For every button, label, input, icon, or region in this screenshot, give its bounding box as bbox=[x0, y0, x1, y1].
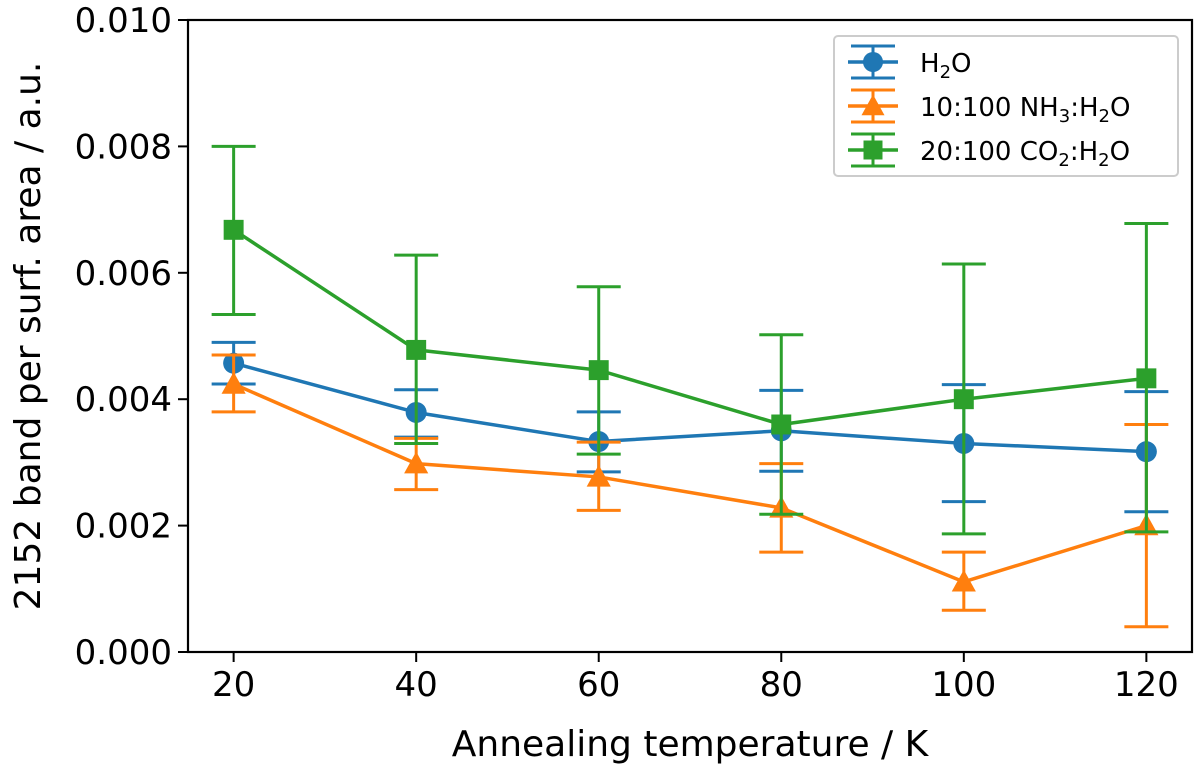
legend-label: 20:100 CO2:H2O bbox=[920, 137, 1130, 171]
x-tick-label: 80 bbox=[760, 665, 803, 705]
data-point bbox=[586, 464, 611, 487]
series-line bbox=[232, 382, 1147, 584]
legend-label-part: O bbox=[951, 49, 971, 79]
x-tick-label: 40 bbox=[395, 665, 438, 705]
legend-label-part: :H bbox=[1070, 93, 1098, 123]
legend-entry-1: 10:100 NH3:H2O bbox=[848, 88, 1130, 127]
y-axis-label: 2152 band per surf. area / a.u. bbox=[8, 62, 49, 611]
legend-entry-0: H2O bbox=[848, 44, 971, 83]
legend-label: H2O bbox=[920, 49, 971, 83]
y-tick-label: 0.008 bbox=[75, 127, 172, 167]
legend-marker bbox=[861, 94, 885, 116]
data-point bbox=[771, 414, 792, 435]
y-tick-label: 0.006 bbox=[75, 254, 172, 294]
data-point bbox=[223, 219, 244, 240]
y-tick-label: 0.000 bbox=[75, 633, 172, 673]
data-point bbox=[221, 371, 246, 394]
plot-frame bbox=[186, 18, 1194, 654]
legend-label-part: O bbox=[1110, 93, 1130, 123]
legend-label: 10:100 NH3:H2O bbox=[920, 93, 1130, 127]
legend-label-part: 10:100 NH bbox=[920, 93, 1059, 123]
legend-marker bbox=[863, 140, 883, 160]
data-point bbox=[1136, 368, 1157, 389]
axis-layer: 20 40 60 80 100 120 0.000 0.002 0.004 0.006 0.008 0… bbox=[75, 1, 1179, 705]
x-tick-label: 100 bbox=[931, 665, 996, 705]
legend-label-part: 2 bbox=[1058, 150, 1069, 171]
data-point bbox=[404, 451, 429, 474]
x-axis-label: Annealing temperature / K bbox=[452, 724, 930, 765]
series-layer bbox=[211, 144, 1169, 629]
x-tick-label: 20 bbox=[212, 665, 255, 705]
legend-label-part: H bbox=[920, 49, 940, 79]
legend-label-part: O bbox=[1110, 137, 1130, 167]
data-point bbox=[588, 360, 609, 381]
legend-label-part: 2 bbox=[1099, 106, 1110, 127]
legend-label-part: 20:100 CO bbox=[920, 137, 1058, 167]
series-line bbox=[233, 361, 1147, 454]
legend-label-part: :H bbox=[1070, 137, 1098, 167]
series-line bbox=[232, 228, 1147, 427]
legend-box bbox=[833, 35, 1179, 177]
x-tick-label: 60 bbox=[577, 665, 620, 705]
legend-label-part: 2 bbox=[1098, 150, 1109, 171]
legend-label-part: 3 bbox=[1059, 106, 1070, 127]
legend-marker bbox=[863, 52, 883, 72]
y-tick-label: 0.010 bbox=[75, 1, 172, 41]
y-tick-label: 0.004 bbox=[75, 380, 172, 420]
legend-label-part: 2 bbox=[940, 62, 951, 83]
data-point bbox=[951, 569, 976, 592]
data-point bbox=[406, 339, 427, 360]
data-point bbox=[953, 389, 974, 410]
series-2 bbox=[211, 144, 1169, 536]
y-tick-label: 0.002 bbox=[75, 507, 172, 547]
legend-entry-2: 20:100 CO2:H2O bbox=[848, 132, 1130, 171]
x-tick-label: 120 bbox=[1114, 665, 1179, 705]
